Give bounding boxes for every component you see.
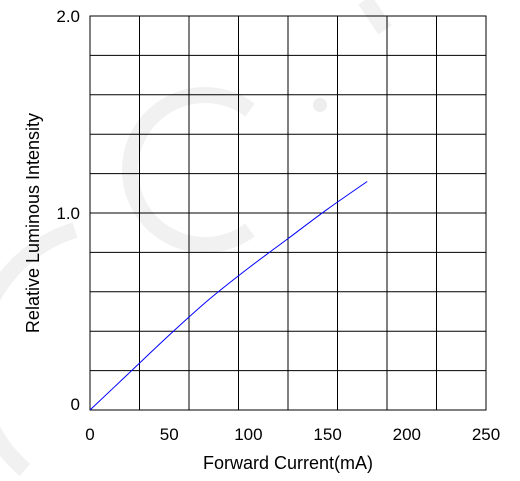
y-tick-label: 2.0 (56, 7, 80, 26)
x-tick-label: 100 (234, 425, 262, 444)
watermark-c-arc-2 (122, 87, 255, 253)
y-tick-label: 1.0 (56, 204, 80, 223)
y-tick-labels: 0 1.0 2.0 (56, 7, 80, 414)
watermark-logo (0, 0, 392, 477)
x-axis-label: Forward Current(mA) (203, 453, 373, 473)
watermark-l-stroke (358, 0, 392, 35)
x-tick-labels: 0 50 100 150 200 250 (85, 425, 500, 444)
x-tick-label: 150 (313, 425, 341, 444)
series-line (89, 181, 368, 411)
watermark-dot (313, 98, 327, 112)
plot-frame (89, 15, 487, 411)
x-tick-label: 50 (160, 425, 179, 444)
y-tick-label: 0 (71, 395, 80, 414)
watermark-c-arc (0, 222, 78, 477)
y-axis-label: Relative Luminous Intensity (23, 113, 43, 333)
x-tick-label: 0 (85, 425, 94, 444)
x-tick-label: 250 (472, 425, 500, 444)
plot-grid (90, 16, 486, 410)
x-tick-label: 200 (393, 425, 421, 444)
